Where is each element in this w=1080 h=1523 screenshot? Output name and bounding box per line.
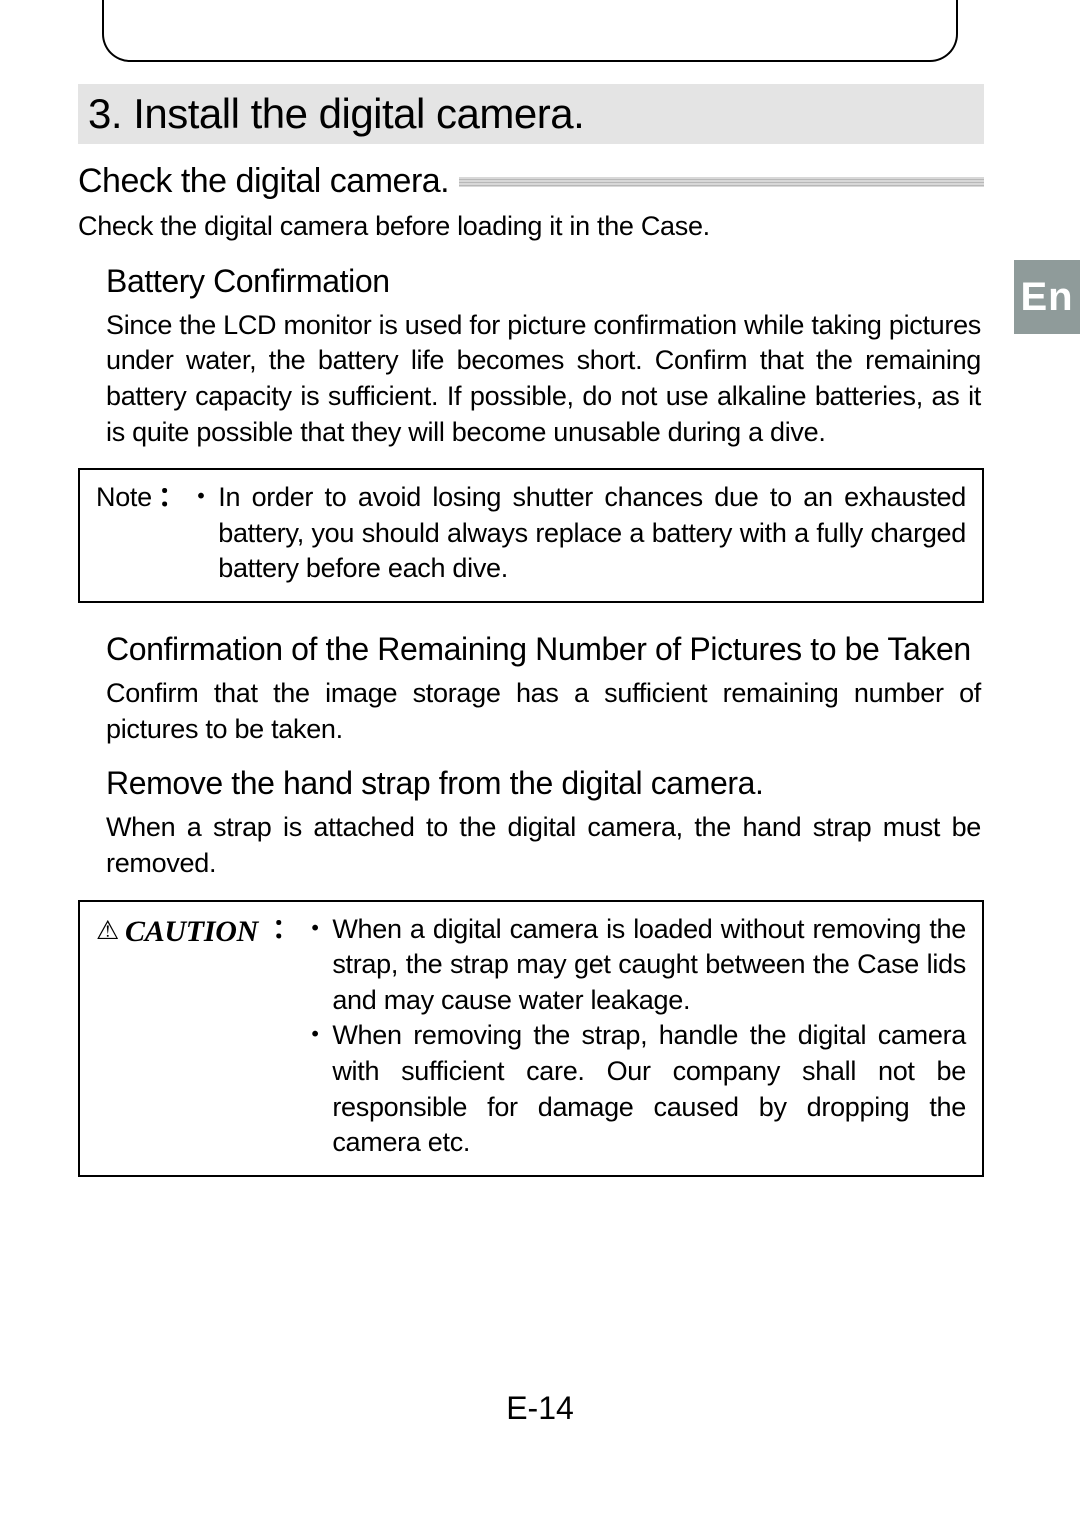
strap-body: When a strap is attached to the digital … xyxy=(106,810,981,881)
section-title: 3. Install the digital camera. xyxy=(88,90,584,137)
strap-heading: Remove the hand strap from the digital c… xyxy=(106,765,984,802)
caution-items: ・ When a digital camera is loaded withou… xyxy=(302,912,966,1161)
subsection-check-heading-row: Check the digital camera. xyxy=(78,162,984,201)
warning-triangle-icon: ⚠ xyxy=(96,914,119,948)
language-tab-label: En xyxy=(1020,275,1073,320)
subsection-check-heading: Check the digital camera. xyxy=(78,162,449,201)
bullet-icon: ・ xyxy=(302,912,329,1019)
language-tab: En xyxy=(1014,260,1080,334)
battery-heading: Battery Confirmation xyxy=(106,263,984,300)
remaining-heading: Confirmation of the Remaining Number of … xyxy=(106,631,984,668)
note-text: In order to avoid losing shutter chances… xyxy=(218,480,966,587)
previous-section-frame-bottom xyxy=(102,0,958,62)
caution-label-group: ⚠ CAUTION xyxy=(96,912,258,952)
section-title-bar: 3. Install the digital camera. xyxy=(78,84,984,144)
check-body: Check the digital camera before loading … xyxy=(78,209,984,245)
caution-item: ・ When a digital camera is loaded withou… xyxy=(302,912,966,1019)
caution-item-text: When a digital camera is loaded without … xyxy=(332,912,966,1019)
caution-label: CAUTION xyxy=(125,912,258,952)
bullet-icon: ・ xyxy=(302,1018,329,1161)
note-box: Note ： ・ In order to avoid losing shutte… xyxy=(78,468,984,603)
battery-body: Since the LCD monitor is used for pictur… xyxy=(106,308,981,451)
remaining-body: Confirm that the image storage has a suf… xyxy=(106,676,981,747)
note-label: Note xyxy=(96,480,152,587)
caution-item-text: When removing the strap, handle the digi… xyxy=(332,1018,966,1161)
note-colon: ： xyxy=(158,480,185,587)
page-number: E-14 xyxy=(0,1390,1080,1427)
manual-page: En 3. Install the digital camera. Check … xyxy=(0,0,1080,1523)
caution-colon: ： xyxy=(272,912,299,948)
caution-box: ⚠ CAUTION ： ・ When a digital camera is l… xyxy=(78,900,984,1177)
caution-item: ・ When removing the strap, handle the di… xyxy=(302,1018,966,1161)
page-content: 3. Install the digital camera. Check the… xyxy=(78,84,984,1205)
bullet-icon: ・ xyxy=(188,480,215,587)
heading-rule xyxy=(459,177,984,187)
